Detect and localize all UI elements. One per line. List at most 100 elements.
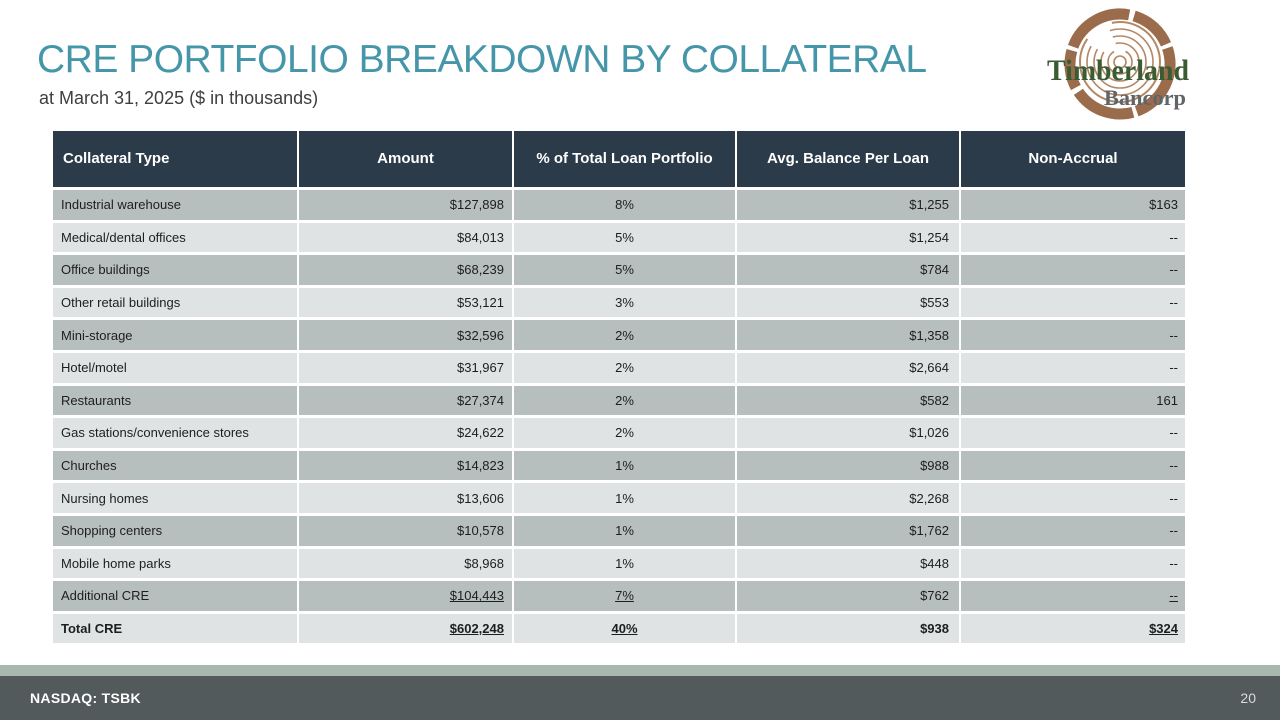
footer-bar: [0, 676, 1280, 720]
cell-avg-balance-per-loan: $1,254: [736, 221, 961, 256]
cell-non-accrual: --: [960, 351, 1185, 386]
cell-non-accrual: --: [960, 286, 1185, 321]
table-row: Churches $14,823 1% $988 --: [53, 449, 1185, 484]
cell-collateral-type: Mini-storage: [53, 318, 299, 353]
cell-collateral-type: Additional CRE: [53, 579, 299, 614]
cell-amount: $127,898: [298, 188, 514, 223]
cell-avg-balance-per-loan: $1,255: [736, 188, 961, 223]
table-row: Gas stations/convenience stores $24,622 2%…: [53, 416, 1185, 451]
logo-wordmark-bancorp: Bancorp: [1104, 85, 1186, 110]
cell-non-accrual: --: [960, 481, 1185, 516]
cell-avg-balance-per-loan: $1,358: [736, 318, 961, 353]
column-header-collateral-type: Collateral Type: [53, 131, 299, 190]
cell-pct-of-total-loan-portfolio: 2%: [513, 384, 737, 419]
cell-amount: $68,239: [298, 253, 514, 288]
cell-collateral-type: Shopping centers: [53, 514, 299, 549]
table-row: Office buildings $68,239 5% $784 --: [53, 253, 1185, 288]
cell-collateral-type: Hotel/motel: [53, 351, 299, 386]
page-number: 20: [1240, 690, 1256, 706]
cell-collateral-type: Mobile home parks: [53, 547, 299, 582]
cell-amount: $31,967: [298, 351, 514, 386]
cell-collateral-type: Nursing homes: [53, 481, 299, 516]
table-row: Hotel/motel $31,967 2% $2,664 --: [53, 351, 1185, 386]
cell-avg-balance-per-loan: $448: [736, 547, 961, 582]
cell-collateral-type: Office buildings: [53, 253, 299, 288]
cell-amount: $8,968: [298, 547, 514, 582]
cell-pct-of-total-loan-portfolio: 1%: [513, 449, 737, 484]
cell-non-accrual: 161: [960, 384, 1185, 419]
table-header-row: Collateral Type Amount% of Total Loan Por…: [53, 131, 1185, 190]
column-header-amount: Amount: [298, 131, 514, 190]
cell-pct-of-total-loan-portfolio: 1%: [513, 514, 737, 549]
table-row: Total CRE $602,248 40% $938 $324: [53, 612, 1185, 647]
cell-collateral-type: Total CRE: [53, 612, 299, 647]
log-rings-icon: [1064, 8, 1176, 120]
cell-amount: $53,121: [298, 286, 514, 321]
cell-pct-of-total-loan-portfolio: 1%: [513, 547, 737, 582]
table-row: Other retail buildings $53,121 3% $553 --: [53, 286, 1185, 321]
cell-amount: $32,596: [298, 318, 514, 353]
cell-avg-balance-per-loan: $1,762: [736, 514, 961, 549]
footer-ticker: NASDAQ: TSBK: [30, 690, 141, 706]
cell-collateral-type: Churches: [53, 449, 299, 484]
cell-non-accrual: --: [960, 253, 1185, 288]
page-subtitle: at March 31, 2025 ($ in thousands): [39, 88, 319, 108]
cell-collateral-type: Gas stations/convenience stores: [53, 416, 299, 451]
cell-avg-balance-per-loan: $1,026: [736, 416, 961, 451]
logo-wordmark-timberland: Timberland: [1047, 54, 1189, 87]
cell-amount: $602,248: [298, 612, 514, 647]
cell-amount: $13,606: [298, 481, 514, 516]
cell-non-accrual: $324: [960, 612, 1185, 647]
column-header-pct-of-total-loan-portfolio: % of Total Loan Portfolio: [513, 131, 737, 190]
cell-pct-of-total-loan-portfolio: 7%: [513, 579, 737, 614]
column-header-avg-balance-per-loan: Avg. Balance Per Loan: [736, 131, 961, 190]
cell-pct-of-total-loan-portfolio: 5%: [513, 221, 737, 256]
cell-pct-of-total-loan-portfolio: 5%: [513, 253, 737, 288]
table-row: Industrial warehouse $127,898 8% $1,255 $163: [53, 188, 1185, 223]
table-row: Nursing homes $13,606 1% $2,268 --: [53, 481, 1185, 516]
cell-avg-balance-per-loan: $988: [736, 449, 961, 484]
cell-avg-balance-per-loan: $784: [736, 253, 961, 288]
cell-non-accrual: --: [960, 514, 1185, 549]
cell-pct-of-total-loan-portfolio: 2%: [513, 351, 737, 386]
cell-avg-balance-per-loan: $762: [736, 579, 961, 614]
footer-accent-bar: [0, 665, 1280, 676]
cell-non-accrual: --: [960, 579, 1185, 614]
table-row: Shopping centers $10,578 1% $1,762 --: [53, 514, 1185, 549]
cell-pct-of-total-loan-portfolio: 3%: [513, 286, 737, 321]
cell-non-accrual: --: [960, 318, 1185, 353]
cell-amount: $10,578: [298, 514, 514, 549]
cell-pct-of-total-loan-portfolio: 40%: [513, 612, 737, 647]
cell-amount: $104,443: [298, 579, 514, 614]
table-row: Additional CRE $104,443 7% $762 --: [53, 579, 1185, 614]
cell-amount: $27,374: [298, 384, 514, 419]
cell-collateral-type: Restaurants: [53, 384, 299, 419]
cell-pct-of-total-loan-portfolio: 8%: [513, 188, 737, 223]
table-row: Medical/dental offices $84,013 5% $1,254 --: [53, 221, 1185, 256]
cell-collateral-type: Industrial warehouse: [53, 188, 299, 223]
cell-pct-of-total-loan-portfolio: 1%: [513, 481, 737, 516]
cell-avg-balance-per-loan: $2,664: [736, 351, 961, 386]
table-row: Mini-storage $32,596 2% $1,358 --: [53, 318, 1185, 353]
cell-collateral-type: Medical/dental offices: [53, 221, 299, 256]
page-title: CRE PORTFOLIO BREAKDOWN BY COLLATERAL: [37, 38, 927, 81]
cell-non-accrual: --: [960, 416, 1185, 451]
cell-avg-balance-per-loan: $553: [736, 286, 961, 321]
cell-non-accrual: $163: [960, 188, 1185, 223]
cell-amount: $14,823: [298, 449, 514, 484]
column-header-non-accrual: Non-Accrual: [960, 131, 1185, 190]
cell-non-accrual: --: [960, 221, 1185, 256]
cell-avg-balance-per-loan: $582: [736, 384, 961, 419]
cell-amount: $84,013: [298, 221, 514, 256]
timberland-bancorp-logo: Timberland Bancorp: [1047, 8, 1189, 120]
cell-pct-of-total-loan-portfolio: 2%: [513, 416, 737, 451]
cell-amount: $24,622: [298, 416, 514, 451]
cell-non-accrual: --: [960, 449, 1185, 484]
table-row: Restaurants $27,374 2% $582 161: [53, 384, 1185, 419]
cell-collateral-type: Other retail buildings: [53, 286, 299, 321]
cell-pct-of-total-loan-portfolio: 2%: [513, 318, 737, 353]
cell-non-accrual: --: [960, 547, 1185, 582]
collateral-table: Collateral Type Amount% of Total Loan Por…: [53, 131, 1185, 647]
table-row: Mobile home parks $8,968 1% $448 --: [53, 547, 1185, 582]
